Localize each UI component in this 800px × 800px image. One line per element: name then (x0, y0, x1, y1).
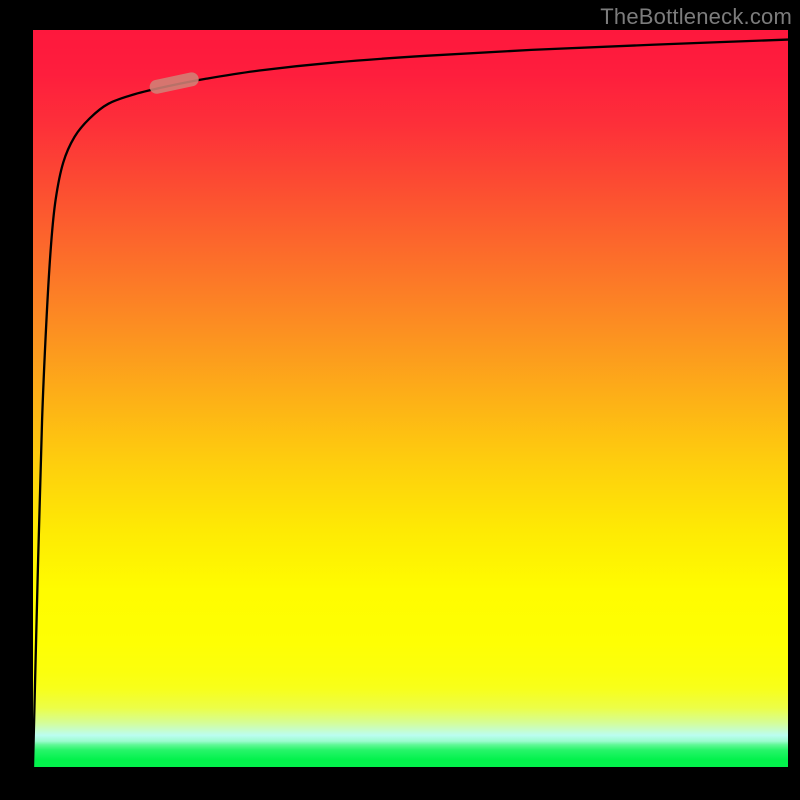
watermark-text: TheBottleneck.com (600, 4, 792, 30)
figure-stage: TheBottleneck.com (0, 0, 800, 800)
chart-svg (0, 0, 800, 800)
plot-area-gradient (33, 30, 788, 767)
